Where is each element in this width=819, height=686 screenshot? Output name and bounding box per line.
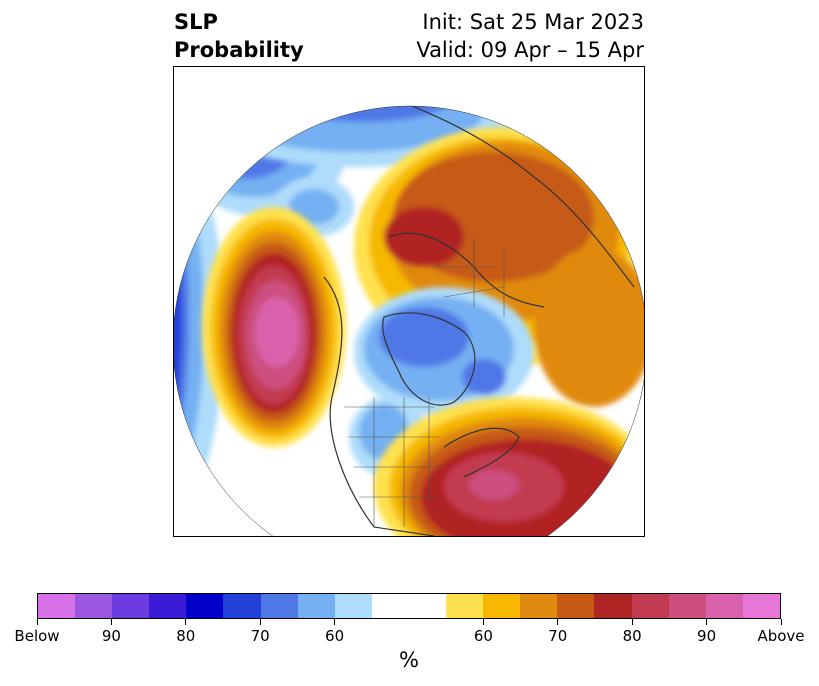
colorbar-segment [112, 594, 150, 618]
colorbar-segment [483, 594, 521, 618]
colorbar-segment [631, 594, 669, 618]
colorbar-segment [75, 594, 113, 618]
colorbar-tick-label: 80 [622, 627, 642, 645]
colorbar-tick-label: Above [757, 627, 805, 645]
colorbar-segment [149, 594, 187, 618]
init-date-label: Init: Sat 25 Mar 2023 [422, 10, 644, 34]
title-line-1: SLP [174, 10, 218, 34]
colorbar-segment [742, 594, 780, 618]
map-title: SLP Probability [174, 8, 304, 64]
colorbar-segment [557, 594, 595, 618]
colorbar-segment [334, 594, 372, 618]
colorbar-tick-label: 60 [473, 627, 493, 645]
colorbar-segment [371, 594, 409, 618]
colorbar-tick [631, 619, 633, 625]
colorbar-unit-label: % [399, 648, 419, 672]
colorbar-tick [110, 619, 112, 625]
colorbar-segment [223, 594, 261, 618]
colorbar-tick [482, 619, 484, 625]
colorbar-tick [334, 619, 336, 625]
colorbar-tick [185, 619, 187, 625]
polar-map [173, 66, 645, 537]
colorbar-tick-label: 70 [548, 627, 568, 645]
probability-map-svg [174, 105, 644, 536]
colorbar-tick [706, 619, 708, 625]
above-region-arctic [354, 127, 644, 407]
colorbar-segment [668, 594, 706, 618]
colorbar-tick-label: 70 [250, 627, 270, 645]
colorbar [37, 593, 781, 619]
colorbar-tick [780, 619, 782, 625]
valid-date-label: Valid: 09 Apr – 15 Apr [416, 38, 644, 62]
colorbar-tick [259, 619, 261, 625]
colorbar-segment [297, 594, 335, 618]
below-region-canadian-arctic [354, 287, 534, 417]
colorbar-segment [38, 594, 76, 618]
colorbar-tick [36, 619, 38, 625]
colorbar-tick-label: Below [14, 627, 60, 645]
title-line-2: Probability [174, 38, 304, 62]
colorbar-segment [705, 594, 743, 618]
colorbar-segment [520, 594, 558, 618]
date-info: Init: Sat 25 Mar 2023 Valid: 09 Apr – 15… [416, 8, 644, 64]
above-region-north-pacific [202, 207, 346, 447]
colorbar-tick [557, 619, 559, 625]
colorbar-segment [186, 594, 224, 618]
colorbar-tick-label: 90 [101, 627, 121, 645]
state-borders [344, 237, 505, 527]
colorbar-segment [446, 594, 484, 618]
colorbar-tick-label: 90 [697, 627, 717, 645]
colorbar-segment [260, 594, 298, 618]
map-disc [174, 106, 644, 536]
colorbar-tick-label: 60 [325, 627, 345, 645]
colorbar-tick-label: 80 [176, 627, 196, 645]
colorbar-segment [408, 594, 447, 618]
colorbar-segment [594, 594, 632, 618]
